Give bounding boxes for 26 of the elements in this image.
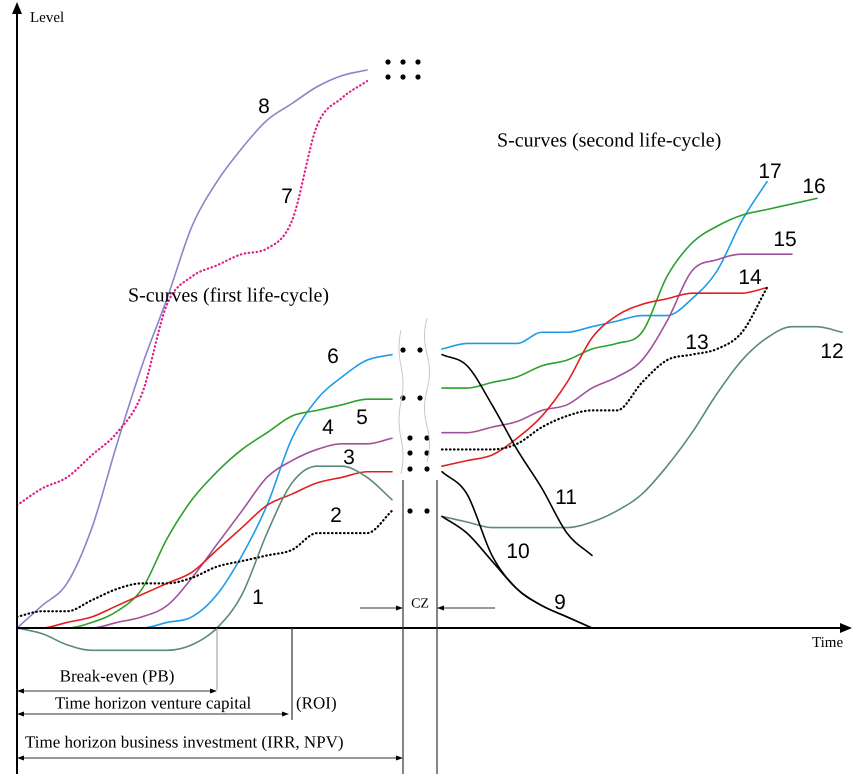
x-axis-title: Time (812, 634, 844, 651)
text: Break-even (PB) (60, 666, 174, 686)
series-label: 1 (252, 586, 264, 609)
series-label: 15 (773, 228, 797, 251)
annotation: CZ (411, 596, 429, 612)
series-label: 11 (555, 486, 577, 509)
series-label: 8 (258, 94, 270, 118)
series-label: 5 (356, 406, 368, 429)
series-label: 2 (330, 504, 342, 527)
series-label: 14 (738, 266, 762, 289)
annotation: S-curves (second life-cycle) (497, 129, 722, 152)
text: Time horizon venture capital (55, 693, 252, 712)
series-label: 6 (327, 344, 339, 368)
series-label: 10 (506, 540, 530, 563)
text: (ROI) (296, 693, 337, 712)
series-label: 16 (802, 174, 826, 198)
series-label: 13 (685, 330, 709, 354)
y-axis-title: Level (30, 10, 64, 26)
series-label: 7 (281, 184, 293, 208)
series-label: 4 (322, 416, 334, 439)
series-label: 3 (343, 446, 355, 469)
series-label: 17 (758, 160, 782, 183)
text: Time horizon business investment (IRR, NPV) (25, 732, 344, 752)
annotation: S-curves (first life-cycle) (128, 284, 330, 306)
series-label: 9 (554, 590, 566, 614)
series-label: 12 (820, 340, 844, 363)
